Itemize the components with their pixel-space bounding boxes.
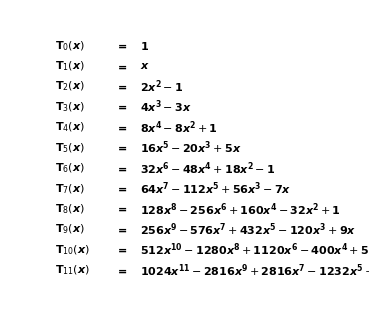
Text: $\mathbf{=}$: $\mathbf{=}$ [115,266,127,275]
Text: $\mathbf{T}_7(\boldsymbol{x})$: $\mathbf{T}_7(\boldsymbol{x})$ [55,182,85,196]
Text: $\mathbf{=}$: $\mathbf{=}$ [115,102,127,112]
Text: $\mathbf{T}_8(\boldsymbol{x})$: $\mathbf{T}_8(\boldsymbol{x})$ [55,202,85,216]
Text: $\mathbf{512}\boldsymbol{x}^{\mathbf{10}} - \mathbf{1280}\boldsymbol{x}^\mathbf{: $\mathbf{512}\boldsymbol{x}^{\mathbf{10}… [141,242,369,258]
Text: $\mathbf{=}$: $\mathbf{=}$ [115,245,127,255]
Text: $\mathbf{4}\boldsymbol{x}^\mathbf{3} - \mathbf{3}\boldsymbol{x}$: $\mathbf{4}\boldsymbol{x}^\mathbf{3} - \… [141,99,192,115]
Text: $\mathbf{=}$: $\mathbf{=}$ [115,143,127,153]
Text: $\mathbf{T}_1(\boldsymbol{x})$: $\mathbf{T}_1(\boldsymbol{x})$ [55,60,85,73]
Text: $\mathbf{=}$: $\mathbf{=}$ [115,82,127,92]
Text: $\mathbf{T}_4(\boldsymbol{x})$: $\mathbf{T}_4(\boldsymbol{x})$ [55,121,85,134]
Text: $\mathbf{T}_0(\boldsymbol{x})$: $\mathbf{T}_0(\boldsymbol{x})$ [55,39,85,53]
Text: $\mathbf{=}$: $\mathbf{=}$ [115,163,127,173]
Text: $\mathbf{=}$: $\mathbf{=}$ [115,41,127,51]
Text: $\mathbf{1024}\boldsymbol{x}^{\mathbf{11}} - \mathbf{2816}\boldsymbol{x}^\mathbf: $\mathbf{1024}\boldsymbol{x}^{\mathbf{11… [141,262,369,279]
Text: $\mathbf{T}_{10}(\boldsymbol{x})$: $\mathbf{T}_{10}(\boldsymbol{x})$ [55,243,90,257]
Text: $\mathbf{T}_3(\boldsymbol{x})$: $\mathbf{T}_3(\boldsymbol{x})$ [55,100,85,114]
Text: $\mathbf{1}$: $\mathbf{1}$ [141,40,149,52]
Text: $\mathbf{=}$: $\mathbf{=}$ [115,184,127,194]
Text: $\mathbf{8}\boldsymbol{x}^\mathbf{4} - \mathbf{8}\boldsymbol{x}^\mathbf{2} + \ma: $\mathbf{8}\boldsymbol{x}^\mathbf{4} - \… [141,119,218,136]
Text: $\mathbf{T}_6(\boldsymbol{x})$: $\mathbf{T}_6(\boldsymbol{x})$ [55,162,85,175]
Text: $\mathbf{=}$: $\mathbf{=}$ [115,61,127,71]
Text: $\mathbf{T}_{11}(\boldsymbol{x})$: $\mathbf{T}_{11}(\boldsymbol{x})$ [55,264,90,277]
Text: $\mathbf{128}\boldsymbol{x}^\mathbf{8} - \mathbf{256}\boldsymbol{x}^\mathbf{6} +: $\mathbf{128}\boldsymbol{x}^\mathbf{8} -… [141,201,341,217]
Text: $\mathbf{256}\boldsymbol{x}^\mathbf{9} - \mathbf{576}\boldsymbol{x}^\mathbf{7} +: $\mathbf{256}\boldsymbol{x}^\mathbf{9} -… [141,221,357,238]
Text: $\mathbf{T}_5(\boldsymbol{x})$: $\mathbf{T}_5(\boldsymbol{x})$ [55,141,85,155]
Text: $\mathbf{16}\boldsymbol{x}^\mathbf{5} - \mathbf{20}\boldsymbol{x}^\mathbf{3} + \: $\mathbf{16}\boldsymbol{x}^\mathbf{5} - … [141,140,242,156]
Text: $\mathbf{=}$: $\mathbf{=}$ [115,204,127,214]
Text: $\mathbf{T}_2(\boldsymbol{x})$: $\mathbf{T}_2(\boldsymbol{x})$ [55,80,85,94]
Text: $\mathbf{64}\boldsymbol{x}^\mathbf{7} - \mathbf{112}\boldsymbol{x}^\mathbf{5} + : $\mathbf{64}\boldsymbol{x}^\mathbf{7} - … [141,180,292,197]
Text: $\mathbf{32}\boldsymbol{x}^\mathbf{6} - \mathbf{48}\boldsymbol{x}^\mathbf{4} + \: $\mathbf{32}\boldsymbol{x}^\mathbf{6} - … [141,160,276,177]
Text: $\mathbf{=}$: $\mathbf{=}$ [115,123,127,133]
Text: $\mathbf{=}$: $\mathbf{=}$ [115,225,127,235]
Text: $\boldsymbol{x}$: $\boldsymbol{x}$ [141,61,151,71]
Text: $\mathbf{T}_9(\boldsymbol{x})$: $\mathbf{T}_9(\boldsymbol{x})$ [55,223,85,236]
Text: $\mathbf{2}\boldsymbol{x}^\mathbf{2} - \mathbf{1}$: $\mathbf{2}\boldsymbol{x}^\mathbf{2} - \… [141,78,184,95]
